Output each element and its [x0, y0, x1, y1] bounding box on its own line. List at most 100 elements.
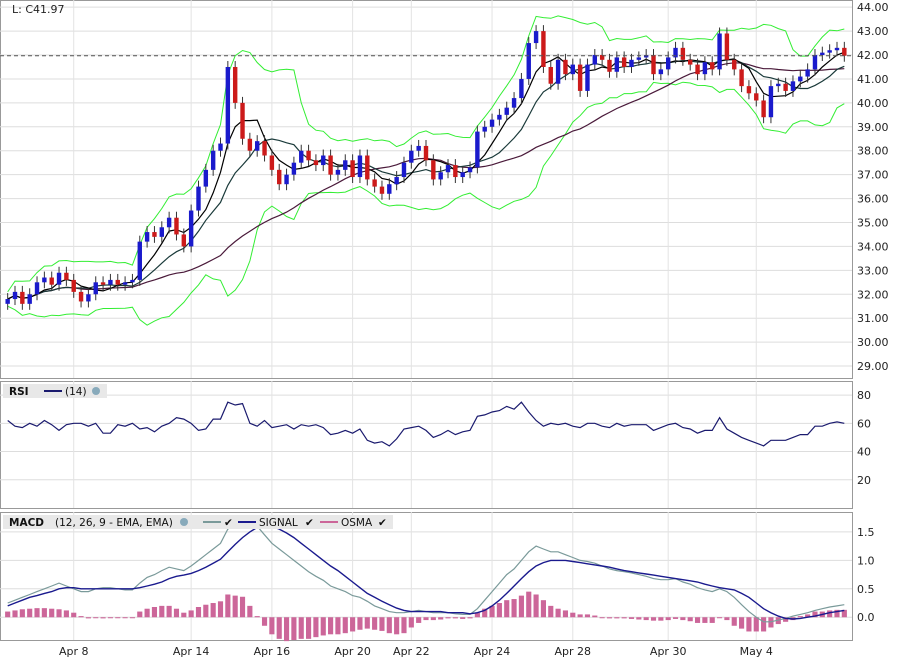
candle[interactable]: [658, 63, 664, 81]
candle[interactable]: [188, 204, 194, 253]
candle[interactable]: [108, 273, 113, 291]
candle[interactable]: [196, 180, 201, 217]
candle[interactable]: [739, 63, 744, 93]
candle[interactable]: [34, 276, 40, 301]
candle[interactable]: [306, 144, 311, 167]
candle[interactable]: [717, 27, 722, 76]
candle[interactable]: [526, 37, 531, 85]
rsi-panel[interactable]: [7, 401, 845, 447]
candle[interactable]: [555, 53, 561, 90]
candle[interactable]: [152, 226, 157, 243]
candle[interactable]: [673, 41, 678, 64]
candle[interactable]: [820, 46, 825, 62]
candle[interactable]: [269, 149, 275, 176]
candle[interactable]: [357, 149, 363, 184]
candle[interactable]: [328, 149, 333, 181]
candle[interactable]: [842, 41, 847, 62]
candle[interactable]: [445, 159, 451, 179]
candle[interactable]: [519, 72, 524, 105]
candle[interactable]: [379, 180, 385, 200]
candle[interactable]: [299, 144, 304, 169]
candle[interactable]: [71, 273, 76, 298]
candle[interactable]: [409, 144, 414, 169]
candle[interactable]: [137, 235, 142, 286]
candle[interactable]: [262, 135, 267, 162]
candle[interactable]: [504, 101, 509, 121]
candle[interactable]: [834, 41, 840, 57]
candle[interactable]: [203, 163, 209, 193]
candle[interactable]: [563, 53, 568, 81]
candle[interactable]: [313, 154, 319, 172]
candle[interactable]: [181, 228, 187, 253]
candle[interactable]: [761, 94, 766, 124]
candle[interactable]: [218, 137, 223, 157]
candle[interactable]: [27, 288, 32, 310]
candle[interactable]: [86, 288, 91, 308]
candle[interactable]: [621, 51, 627, 73]
candle[interactable]: [144, 226, 150, 248]
candle[interactable]: [453, 159, 458, 184]
candle[interactable]: [115, 273, 120, 291]
candle[interactable]: [688, 53, 693, 71]
candle[interactable]: [438, 166, 443, 186]
candle[interactable]: [680, 41, 686, 66]
candle[interactable]: [12, 285, 18, 306]
candle[interactable]: [335, 163, 341, 181]
candle[interactable]: [533, 25, 539, 50]
candle[interactable]: [636, 51, 642, 66]
candle[interactable]: [599, 49, 605, 66]
check-icon[interactable]: ✔: [224, 517, 233, 529]
candle[interactable]: [394, 171, 399, 191]
candle[interactable]: [754, 87, 759, 107]
candle[interactable]: [174, 211, 179, 241]
candle[interactable]: [629, 53, 634, 73]
candle[interactable]: [695, 58, 700, 81]
candle[interactable]: [254, 135, 260, 157]
candle[interactable]: [321, 149, 326, 172]
candle[interactable]: [423, 139, 429, 167]
candle[interactable]: [387, 178, 392, 200]
candle[interactable]: [489, 113, 495, 133]
candle[interactable]: [475, 125, 480, 174]
candle[interactable]: [5, 293, 10, 310]
check-icon[interactable]: ✔: [305, 517, 314, 529]
candle[interactable]: [710, 56, 715, 76]
candle[interactable]: [482, 120, 487, 138]
candle[interactable]: [585, 58, 590, 97]
candle[interactable]: [541, 25, 546, 73]
candle[interactable]: [467, 161, 473, 179]
candle[interactable]: [210, 144, 216, 176]
candle[interactable]: [783, 77, 788, 97]
candle[interactable]: [592, 49, 598, 71]
candle[interactable]: [284, 168, 289, 191]
candle[interactable]: [790, 75, 796, 97]
candle[interactable]: [350, 154, 355, 184]
candle[interactable]: [416, 139, 421, 157]
candle[interactable]: [343, 154, 348, 176]
candle[interactable]: [497, 108, 502, 126]
candle[interactable]: [100, 276, 106, 291]
candle[interactable]: [49, 271, 54, 291]
macd-panel[interactable]: [5, 517, 847, 642]
candle[interactable]: [240, 96, 245, 145]
candle[interactable]: [798, 70, 803, 88]
candle[interactable]: [232, 61, 238, 109]
price-panel[interactable]: [0, 15, 852, 326]
candle[interactable]: [166, 211, 172, 234]
candle[interactable]: [247, 132, 253, 157]
candle[interactable]: [225, 61, 231, 150]
candle[interactable]: [159, 221, 164, 243]
candle[interactable]: [577, 58, 583, 97]
candle[interactable]: [651, 49, 656, 81]
candle[interactable]: [431, 154, 436, 186]
candle[interactable]: [130, 273, 135, 289]
candle[interactable]: [812, 49, 818, 76]
candle[interactable]: [805, 63, 810, 83]
candle[interactable]: [776, 77, 781, 93]
candle[interactable]: [768, 80, 774, 124]
candle[interactable]: [20, 285, 25, 310]
candle[interactable]: [365, 149, 370, 186]
candle[interactable]: [277, 163, 282, 191]
settings-icon[interactable]: [180, 518, 188, 526]
candle[interactable]: [56, 266, 62, 291]
